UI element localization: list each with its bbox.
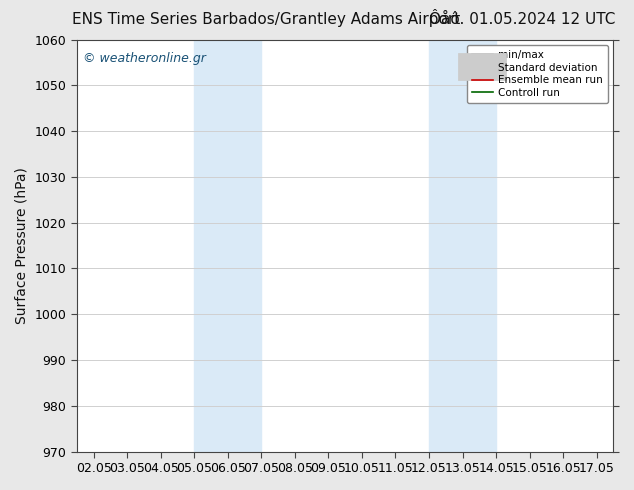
Y-axis label: Surface Pressure (hPa): Surface Pressure (hPa): [15, 167, 29, 324]
Bar: [194, 40, 261, 452]
Text: Ôåô. 01.05.2024 12 UTC: Ôåô. 01.05.2024 12 UTC: [429, 12, 615, 27]
Bar: [429, 40, 496, 452]
Text: © weatheronline.gr: © weatheronline.gr: [83, 52, 206, 65]
Text: ENS Time Series Barbados/Grantley Adams Airport: ENS Time Series Barbados/Grantley Adams …: [72, 12, 460, 27]
Legend: min/max, Standard deviation, Ensemble mean run, Controll run: min/max, Standard deviation, Ensemble me…: [467, 45, 608, 103]
